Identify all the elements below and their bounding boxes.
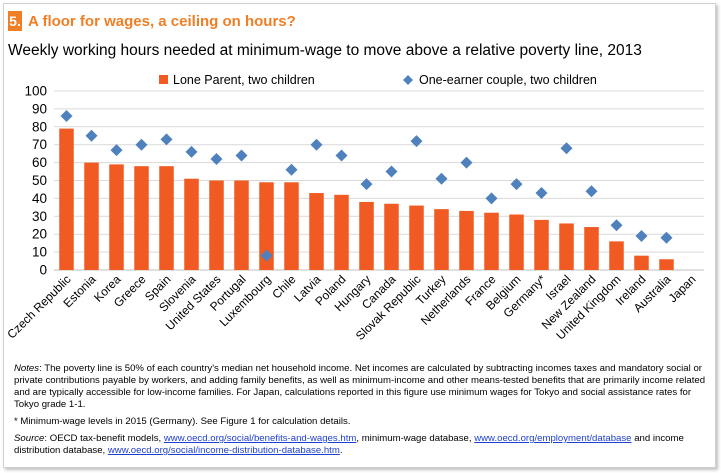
y-tick-label: 90 bbox=[32, 101, 47, 116]
source-paragraph: Source: OECD tax-benefit models, www.oec… bbox=[14, 433, 706, 457]
bar bbox=[409, 205, 424, 270]
marker-point bbox=[635, 229, 648, 242]
marker-point bbox=[660, 231, 673, 244]
bar bbox=[584, 227, 599, 270]
marker-point bbox=[610, 219, 623, 232]
marker-point bbox=[535, 187, 548, 200]
bar bbox=[659, 259, 674, 270]
marker-point bbox=[385, 165, 398, 178]
marker-point bbox=[235, 149, 248, 162]
marker-point bbox=[410, 135, 423, 148]
y-tick-label: 0 bbox=[39, 263, 47, 278]
link-employment-database[interactable]: www.oecd.org/employment/database bbox=[474, 433, 632, 444]
bar bbox=[259, 182, 274, 270]
source-mid-2: and income distribution database, bbox=[14, 433, 684, 456]
y-tick-label: 70 bbox=[32, 137, 47, 152]
bar bbox=[159, 166, 174, 270]
bar bbox=[84, 162, 99, 270]
bar bbox=[309, 193, 324, 270]
marker-point bbox=[435, 172, 448, 185]
marker-point bbox=[360, 178, 373, 191]
notes-label: Notes bbox=[14, 363, 40, 374]
marker-point bbox=[285, 163, 298, 176]
bar bbox=[534, 219, 549, 270]
bar bbox=[434, 209, 449, 270]
marker-point bbox=[135, 138, 148, 151]
x-tick-label: Czech Republic bbox=[4, 272, 73, 341]
legend-label: Lone Parent, two children bbox=[173, 73, 315, 87]
y-tick-label: 60 bbox=[32, 155, 47, 170]
legend-swatch-marker bbox=[403, 75, 413, 85]
y-tick-label: 100 bbox=[24, 84, 47, 99]
figure-number: 5. bbox=[8, 11, 22, 31]
bar bbox=[484, 212, 499, 270]
marker-point bbox=[560, 142, 573, 155]
link-benefits-and-wages[interactable]: www.oecd.org/social/benefits-and-wages.h… bbox=[163, 433, 357, 444]
bar bbox=[134, 166, 149, 270]
bar bbox=[559, 223, 574, 270]
marker-point bbox=[85, 129, 98, 142]
bar bbox=[334, 194, 349, 270]
y-tick-label: 50 bbox=[32, 173, 47, 188]
y-tick-label: 40 bbox=[32, 191, 47, 206]
bar bbox=[509, 214, 524, 270]
notes-text: : The poverty line is 50% of each countr… bbox=[14, 363, 706, 410]
marker-point bbox=[510, 178, 523, 191]
bar bbox=[459, 210, 474, 270]
marker-point bbox=[335, 149, 348, 162]
legend-swatch-bar bbox=[159, 75, 168, 84]
y-tick-label: 30 bbox=[32, 209, 47, 224]
marker-point bbox=[585, 185, 598, 198]
notes-section: Notes: The poverty line is 50% of each c… bbox=[14, 363, 706, 462]
bar bbox=[234, 180, 249, 270]
bar bbox=[359, 201, 374, 270]
source-mid-1: , minimum-wage database, bbox=[356, 433, 475, 444]
marker-point bbox=[260, 249, 273, 262]
source-end: . bbox=[339, 445, 343, 456]
marker-point bbox=[185, 145, 198, 158]
footnote: * Minimum-wage levels in 2015 (Germany).… bbox=[14, 416, 351, 427]
y-tick-label: 20 bbox=[32, 227, 47, 242]
bar bbox=[634, 255, 649, 270]
y-tick-label: 80 bbox=[32, 119, 47, 134]
figure-heading: 5. A floor for wages, a ceiling on hours… bbox=[8, 10, 296, 32]
link-income-distribution-database[interactable]: www.oecd.org/social/income-distribution-… bbox=[107, 445, 340, 456]
chart-subtitle: Weekly working hours needed at minimum-w… bbox=[8, 42, 642, 59]
marker-point bbox=[460, 156, 473, 169]
x-tick-label: Japan bbox=[666, 272, 699, 305]
source-intro: : OECD tax-benefit models, bbox=[44, 433, 164, 444]
bar bbox=[284, 182, 299, 270]
bar bbox=[109, 164, 124, 270]
figure-title: A floor for wages, a ceiling on hours? bbox=[28, 12, 296, 30]
marker-point bbox=[210, 153, 223, 166]
y-tick-label: 10 bbox=[32, 245, 47, 260]
source-label: Source bbox=[14, 433, 45, 444]
bar bbox=[609, 241, 624, 270]
bar bbox=[184, 178, 199, 270]
marker-point bbox=[160, 133, 173, 146]
marker-point bbox=[310, 138, 323, 151]
legend-label: One-earner couple, two children bbox=[419, 73, 597, 87]
marker-point bbox=[485, 192, 498, 205]
marker-point bbox=[60, 110, 73, 123]
bar bbox=[59, 128, 74, 270]
bar bbox=[384, 203, 399, 270]
notes-paragraph: Notes: The poverty line is 50% of each c… bbox=[14, 363, 706, 411]
marker-point bbox=[110, 144, 123, 157]
bar bbox=[209, 180, 224, 270]
